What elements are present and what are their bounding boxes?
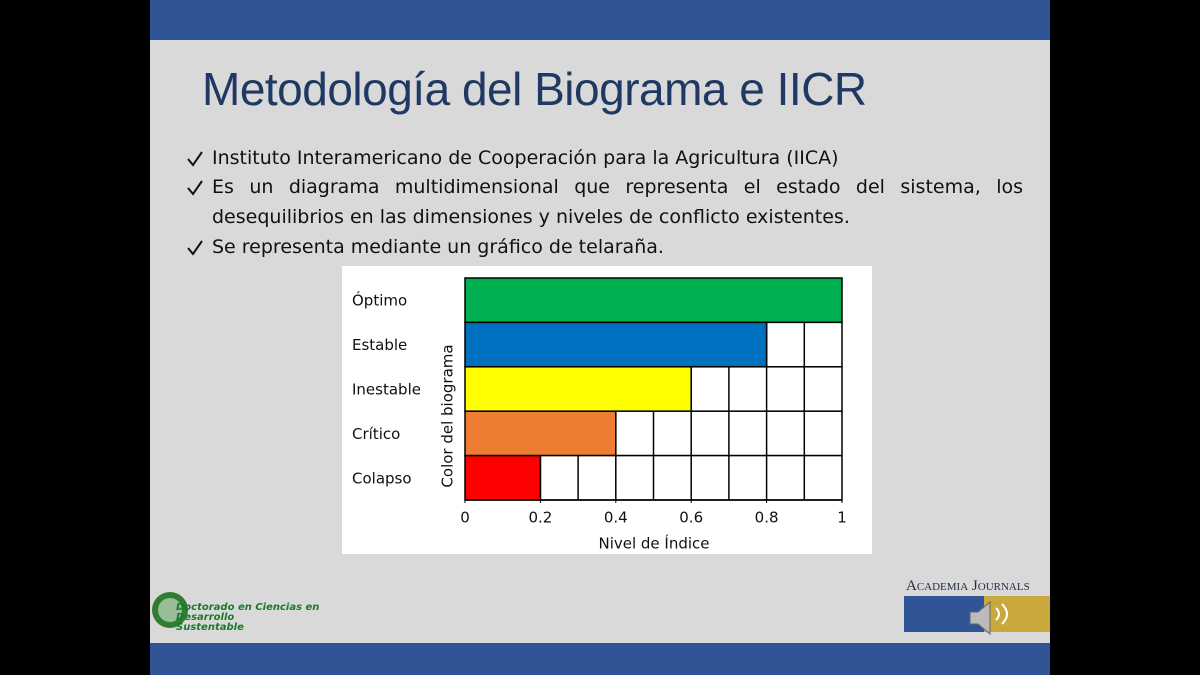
x-tick-label: 1: [837, 509, 847, 527]
logo-text: Sustentable: [176, 622, 244, 633]
x-tick-label: 0.4: [604, 509, 628, 527]
y-tick-label: Colapso: [352, 469, 412, 487]
y-tick-label: Crítico: [352, 425, 400, 443]
x-tick-label: 0: [460, 509, 470, 527]
top-band: [150, 0, 1050, 40]
x-tick-label: 0.6: [679, 509, 703, 527]
logo-right: Academia Journals: [904, 578, 1050, 636]
bar: [464, 277, 843, 324]
logo-globe-inner: [158, 598, 182, 622]
bottom-band: [150, 643, 1050, 675]
check-icon: [187, 180, 203, 196]
logo-left: Doctorado en Ciencias en Desarrollo Sust…: [152, 592, 319, 633]
speaker-icon: [969, 600, 991, 636]
chart: Nivel de Índice Color del biograma Óptim…: [342, 266, 872, 554]
bar: [464, 321, 768, 368]
y-axis-title: Color del biograma: [439, 344, 457, 487]
speaker-waves: [995, 603, 1008, 625]
logo-text: Doctorado en Ciencias en: [176, 602, 319, 613]
bullet: Instituto Interamericano de Cooperación …: [212, 147, 839, 169]
y-tick-label: Estable: [352, 336, 407, 354]
bullet: Es un diagrama multidimensional que repr…: [212, 176, 1023, 228]
logo-block: [984, 596, 1050, 632]
x-axis-title: Nivel de Índice: [598, 534, 709, 553]
bar: [464, 366, 692, 412]
bullet: Se representa mediante un gráfico de tel…: [212, 236, 664, 258]
y-tick-label: Óptimo: [352, 291, 407, 310]
logo-text: Academia Journals: [906, 578, 1030, 594]
bar: [464, 454, 542, 501]
x-tick-label: 0.8: [755, 509, 779, 527]
bar: [464, 410, 617, 457]
check-icon: [187, 151, 203, 167]
slide-title: Metodología del Biograma e IICR: [202, 63, 867, 115]
check-icon: [187, 240, 203, 256]
slide: Metodología del Biograma e IICR Institut…: [150, 0, 1050, 675]
x-tick-label: 0.2: [528, 509, 552, 527]
logo-text: Desarrollo: [176, 612, 234, 623]
y-tick-label: Inestable: [352, 381, 421, 399]
